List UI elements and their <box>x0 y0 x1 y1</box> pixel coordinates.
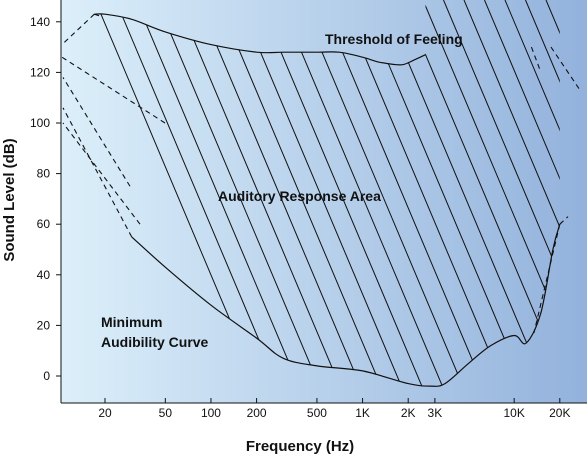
y-tick-label: 120 <box>30 65 50 79</box>
x-axis-title: Frequency (Hz) <box>246 438 354 455</box>
hatch-line <box>381 0 553 387</box>
hatch-line <box>258 0 430 387</box>
y-axis-title: Sound Level (dB) <box>1 138 18 261</box>
audibility-curve-label: Audibility Curve <box>101 334 209 350</box>
x-tick-label: 20K <box>549 406 570 420</box>
dashed-extrapolation <box>62 107 133 238</box>
x-tick-label: 100 <box>201 406 221 420</box>
y-tick-label: 40 <box>37 268 51 282</box>
hatch-line <box>443 0 560 387</box>
auditory-response-area-label: Auditory Response Area <box>218 188 381 204</box>
dashed-extrapolation <box>533 224 561 334</box>
y-tick-label: 80 <box>37 167 51 181</box>
dashed-extrapolation <box>61 13 95 45</box>
y-tick-label: 140 <box>30 15 50 29</box>
hatch-line <box>320 0 491 387</box>
dashed-extrapolation <box>62 77 131 187</box>
hatch-line <box>238 0 409 387</box>
x-tick-label: 200 <box>247 406 267 420</box>
hatch-line <box>299 0 471 387</box>
x-tick-label: 20 <box>98 406 112 420</box>
hatch-line <box>340 0 512 387</box>
threshold-of-feeling-label: Threshold of Feeling <box>325 31 463 47</box>
hatch-line <box>135 0 307 387</box>
minimum-audibility-curve <box>131 224 561 387</box>
minimum-label: Minimum <box>101 314 162 330</box>
response-area-hatching <box>94 0 560 387</box>
hatch-line <box>156 0 327 387</box>
x-tick-label: 2K <box>401 406 416 420</box>
hatch-line <box>279 0 450 387</box>
extrapolated-dashed-lines <box>61 13 581 334</box>
hatch-line <box>463 0 560 387</box>
threshold-of-feeling-curve <box>94 13 426 66</box>
y-tick-label: 100 <box>30 116 50 130</box>
hatch-line <box>422 0 560 387</box>
y-tick-label: 0 <box>43 369 50 383</box>
hatch-line <box>176 0 348 387</box>
y-tick-label: 60 <box>37 217 51 231</box>
x-axis-ticks: 20 50 100 200 500 1K 2K 3K 10K 20K <box>98 398 570 420</box>
x-tick-label: 1K <box>355 406 370 420</box>
hatch-line <box>504 0 560 387</box>
y-axis-ticks: 0 20 40 60 80 100 120 140 <box>30 15 61 383</box>
dashed-extrapolation <box>61 56 166 124</box>
x-tick-label: 50 <box>159 406 173 420</box>
dashed-extrapolation <box>62 122 141 225</box>
hatch-line <box>484 0 560 387</box>
hatch-line <box>525 0 560 387</box>
x-tick-label: 3K <box>428 406 443 420</box>
dashed-extrapolation <box>559 216 569 225</box>
x-tick-label: 10K <box>503 406 524 420</box>
hatch-line <box>115 0 286 387</box>
hatch-line <box>361 0 532 387</box>
hatch-line <box>197 0 368 387</box>
hatch-line <box>217 0 389 387</box>
y-tick-label: 20 <box>37 318 51 332</box>
dashed-extrapolation <box>530 46 541 71</box>
x-tick-label: 500 <box>307 406 327 420</box>
